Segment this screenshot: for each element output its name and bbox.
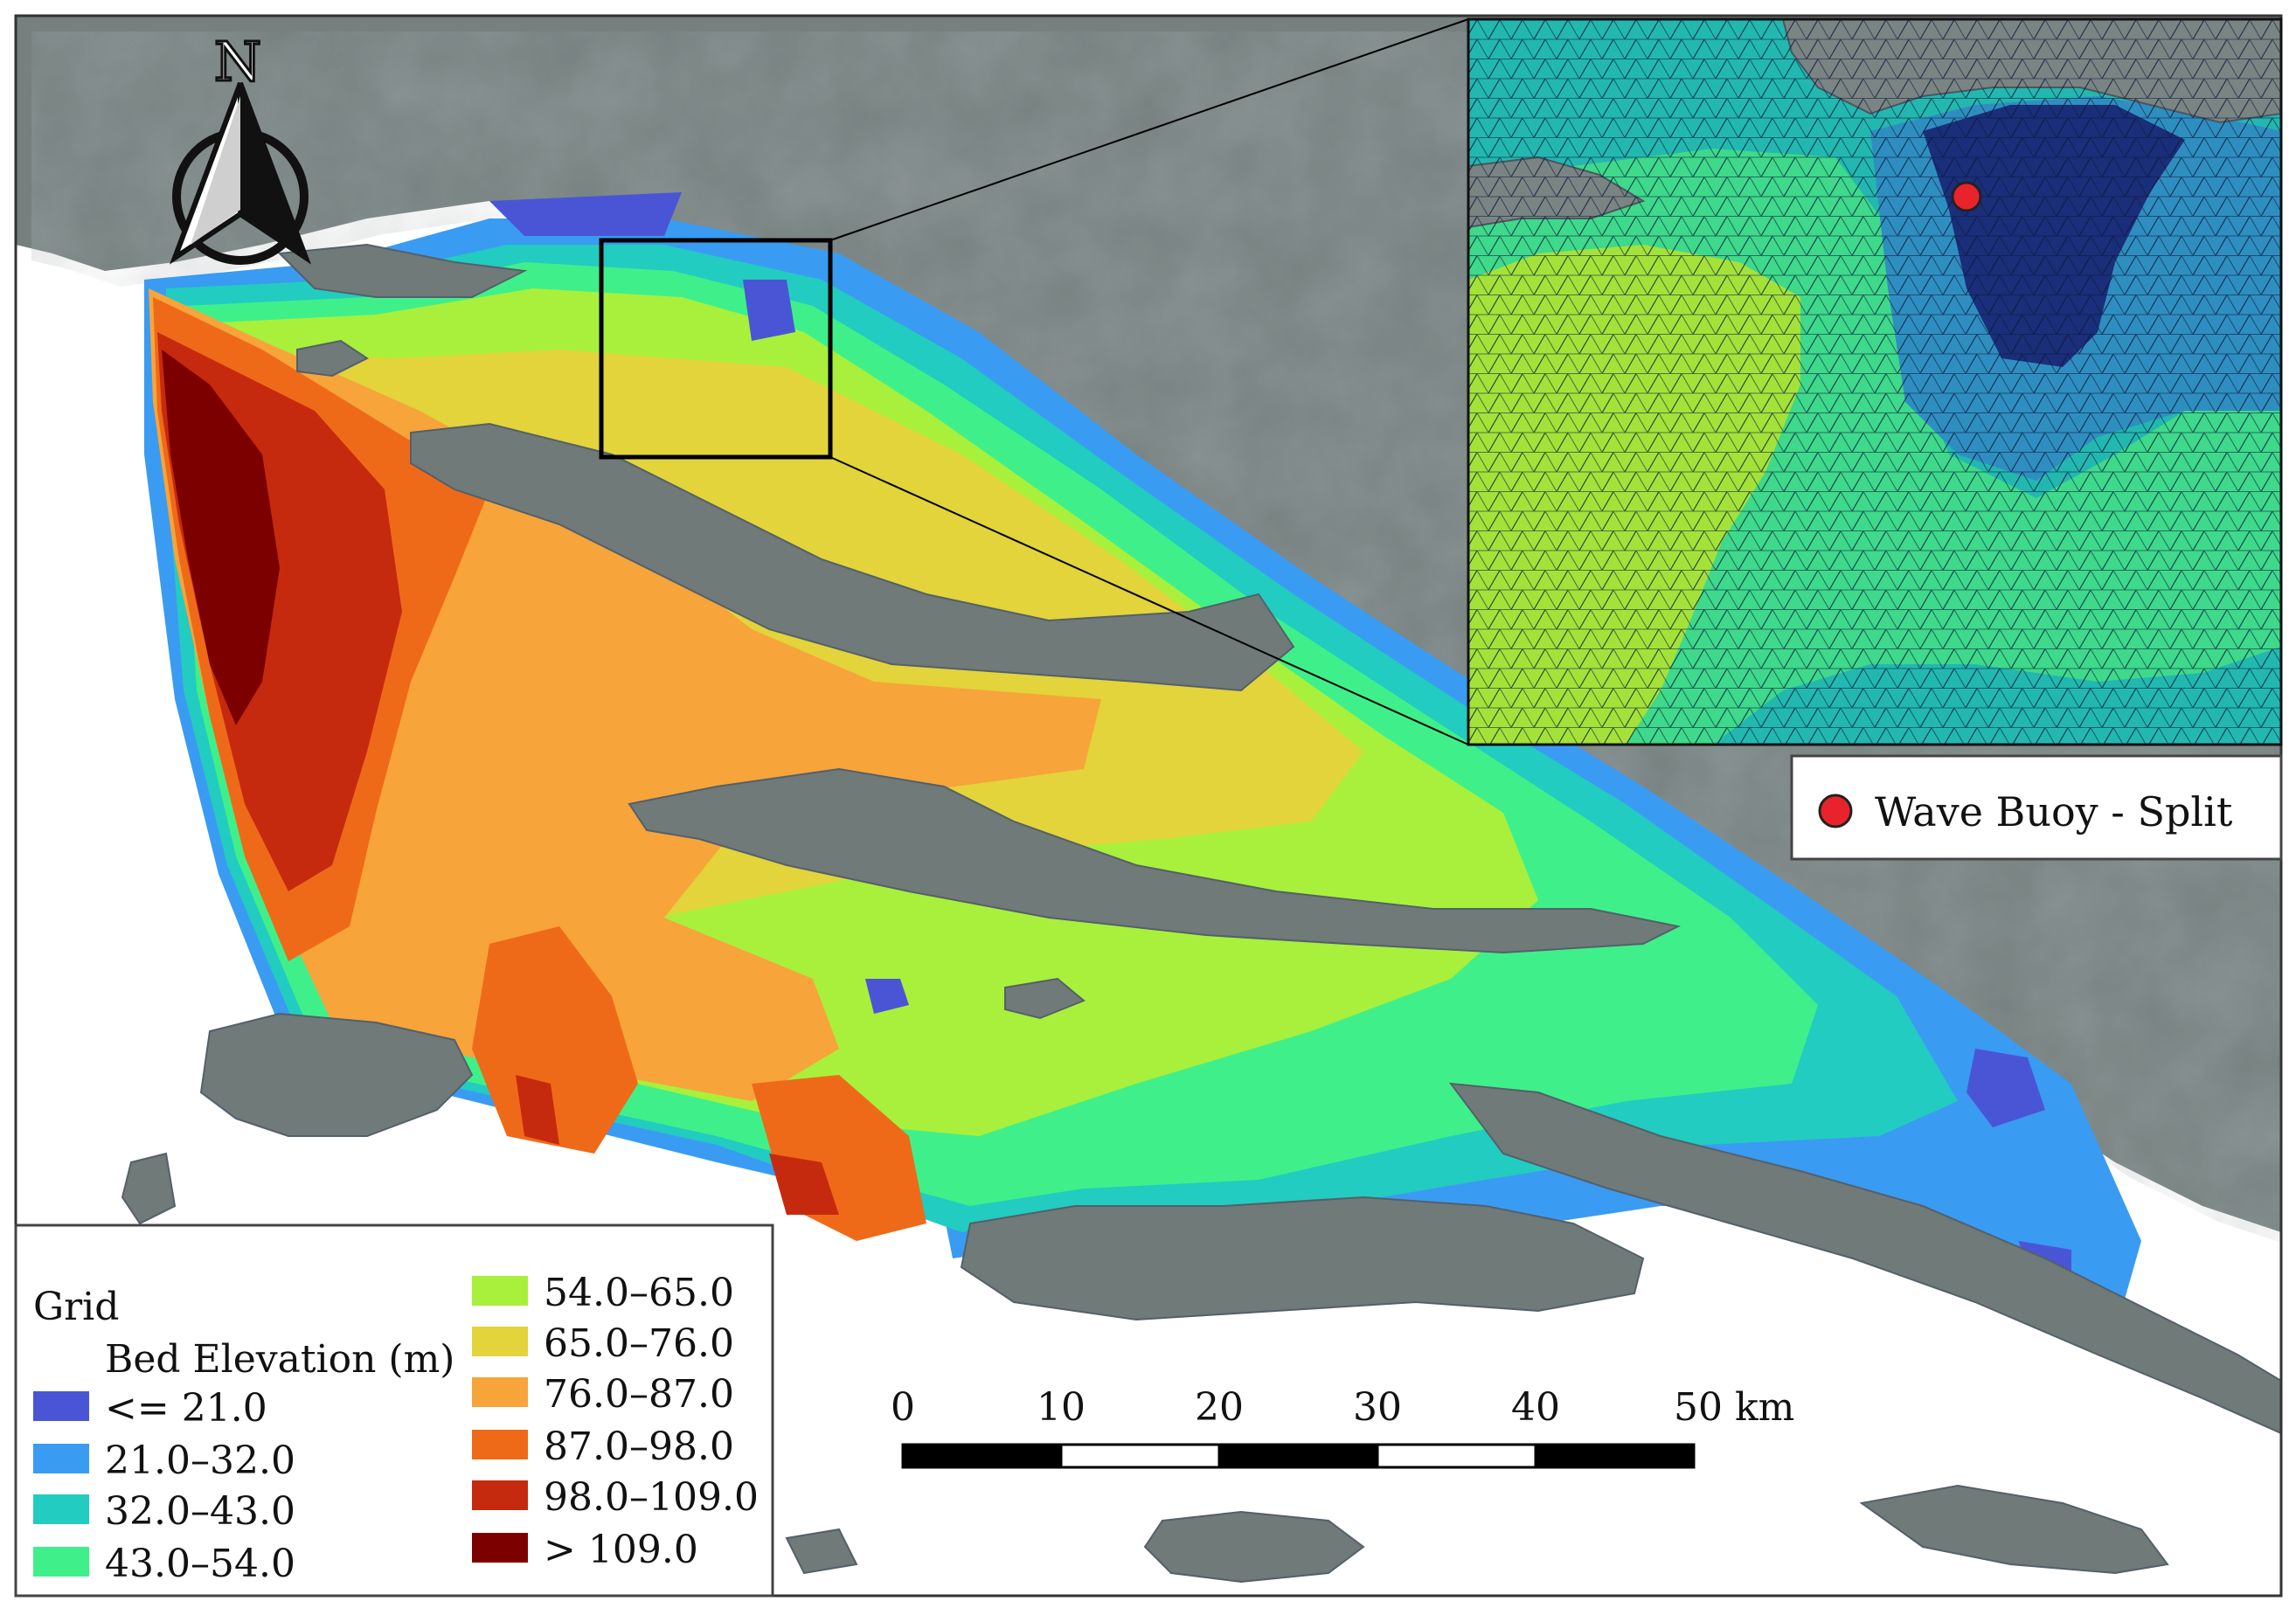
scale-tick-label: 50 km [1674, 1385, 1794, 1430]
buoy-legend-icon [1818, 794, 1853, 828]
legend-class-label: <= 21.0 [105, 1386, 267, 1431]
island-mljet [1859, 1484, 2169, 1575]
scale-tick-label: 0 [891, 1385, 915, 1430]
scale-tick-label: 20 [1195, 1385, 1244, 1430]
legend-subtitle: Bed Elevation (m) [105, 1337, 454, 1382]
scale-segment-4 [1376, 1443, 1537, 1469]
legend-swatch [33, 1391, 89, 1421]
elevation-legend-box [14, 1223, 774, 1598]
inset-triangular-mesh [1468, 19, 2281, 745]
legend-class-label: 65.0–76.0 [544, 1321, 734, 1366]
inset-connector-top [829, 18, 1469, 241]
islands [121, 243, 2281, 1584]
island-peljesac [1448, 1082, 2281, 1435]
scale-segment-1 [901, 1443, 1063, 1469]
legend-class-label: > 109.0 [544, 1528, 698, 1572]
inset-mesh-view [1468, 19, 2281, 745]
legend-class-label: 21.0–32.0 [105, 1438, 295, 1483]
inset-frame [1467, 17, 2283, 746]
legend-class-label: 43.0–54.0 [105, 1542, 295, 1586]
depth-zone-98-109 [157, 332, 839, 1215]
island-brac-north [410, 422, 1295, 692]
island-small-3 [785, 1528, 858, 1575]
legend-swatch [472, 1430, 528, 1459]
scale-segment-3 [1217, 1443, 1379, 1469]
legend-class-label: 32.0–43.0 [105, 1489, 295, 1534]
zoom-extent-box [599, 238, 833, 460]
legend-class-label: 98.0–109.0 [544, 1475, 759, 1520]
island-small-2 [1004, 977, 1086, 1020]
bathymetry-grid [144, 192, 2141, 1302]
legend-swatch [33, 1547, 89, 1577]
buoy-legend-label: Wave Buoy - Split [1875, 788, 2233, 835]
north-arrow-shade [191, 96, 240, 245]
scale-tick-label: 10 [1037, 1385, 1086, 1430]
inset-connector-bottom [829, 456, 1469, 745]
north-label: N [214, 30, 261, 94]
scale-segment-5 [1534, 1443, 1696, 1469]
wave-buoy-marker [1951, 181, 1982, 212]
legend-swatch [33, 1494, 89, 1524]
island-vis [199, 1012, 474, 1137]
legend-swatch [472, 1276, 528, 1306]
island-west-small [296, 339, 369, 378]
elevation-legend: Grid Bed Elevation (m) <= 21.0 21.0–32.0… [14, 1223, 774, 1598]
north-arrow: N [169, 29, 312, 265]
legend-swatch [472, 1480, 528, 1510]
legend-swatch [33, 1444, 89, 1473]
scale-segment-2 [1059, 1443, 1221, 1469]
island-lastovo [1143, 1510, 1365, 1584]
legend-swatch [472, 1327, 528, 1356]
legend-class-label: 76.0–87.0 [544, 1372, 734, 1417]
buoy-legend-box [1790, 754, 2283, 861]
legend-title: Grid [33, 1285, 119, 1329]
legend-class-label: 87.0–98.0 [544, 1424, 734, 1469]
island-northwest [277, 243, 528, 298]
legend-swatch [472, 1533, 528, 1563]
scale-tick-label: 40 [1511, 1385, 1560, 1430]
depth-zone-deepest [162, 350, 280, 725]
island-hvar [628, 767, 1682, 954]
island-korcula [960, 1196, 1645, 1321]
scale-bar: 0 10 20 30 40 50 km [891, 1385, 1794, 1469]
buoy-legend: Wave Buoy - Split [1790, 754, 2283, 861]
legend-swatch [472, 1377, 528, 1407]
scale-tick-label: 30 [1353, 1385, 1402, 1430]
legend-class-label: 54.0–65.0 [544, 1271, 734, 1315]
island-small-1 [121, 1152, 177, 1225]
